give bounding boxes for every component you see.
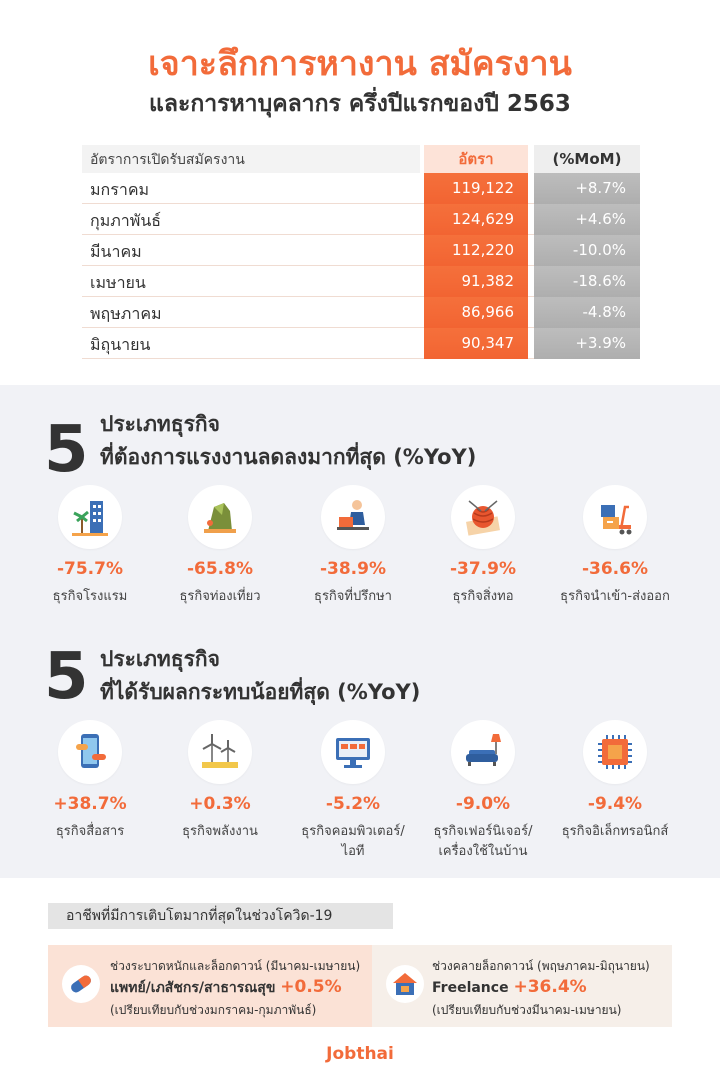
table-row: มิถุนายน 90,347 +3.9%: [82, 328, 640, 359]
table-row: มกราคม 119,122 +8.7%: [82, 173, 640, 204]
covid-note: (เปรียบเทียบกับช่วงมกราคม-กุมภาพันธ์): [110, 1003, 317, 1017]
business-name: ธุรกิจสิ่งทอ: [452, 589, 514, 604]
business-percent: -36.6%: [581, 559, 649, 579]
mom-cell: -10.0%: [534, 235, 640, 266]
rate-cell: 119,122: [424, 173, 528, 204]
business-item: -9.0% ธุรกิจเฟอร์นิเจอร์/เครื่องใช้ในบ้า…: [418, 720, 548, 862]
covid-period: ช่วงคลายล็อกดาวน์ (พฤษภาคม-มิถุนายน): [432, 959, 650, 973]
rate-cell: 86,966: [424, 297, 528, 328]
mom-cell: -18.6%: [534, 266, 640, 297]
section-title: ประเภทธุรกิจ: [100, 647, 220, 671]
column-header-mom: (%MoM): [534, 145, 640, 173]
consultant-icon: [321, 485, 385, 549]
rate-cell: 124,629: [424, 204, 528, 235]
home-office-icon: [386, 965, 424, 1003]
business-name: ธุรกิจที่ปรึกษา: [314, 589, 392, 604]
covid-lockdown-card: ช่วงระบาดหนักและล็อกดาวน์ (มีนาคม-เมษายน…: [48, 945, 372, 1027]
section-number: 5: [44, 640, 89, 714]
rate-cell: 90,347: [424, 328, 528, 359]
section-subtitle: ที่ต้องการแรงงานลดลงมากที่สุด (%YoY): [100, 445, 477, 469]
sofa-icon: [451, 720, 515, 784]
covid-period: ช่วงระบาดหนักและล็อกดาวน์ (มีนาคม-เมษายน…: [110, 959, 361, 973]
chip-icon: [583, 720, 647, 784]
smartphone-icon: [58, 720, 122, 784]
column-header-rate: อัตรา: [424, 145, 528, 173]
hotel-icon: [58, 485, 122, 549]
table-header-bg: [82, 145, 420, 173]
jobthai-logo: Jobthai: [326, 1044, 394, 1064]
rate-cell: 112,220: [424, 235, 528, 266]
page-subtitle: และการหาบุคลากร ครึ่งปีแรกของปี 2563: [149, 91, 571, 117]
mom-cell: +4.6%: [534, 204, 640, 235]
business-types-panel: [0, 385, 720, 878]
import-export-icon: [583, 485, 647, 549]
business-item: +38.7% ธุรกิจสื่อสาร: [25, 720, 155, 842]
business-percent: -9.0%: [455, 794, 511, 814]
business-percent: +38.7%: [53, 794, 127, 814]
business-name: ธุรกิจสื่อสาร: [55, 824, 125, 839]
rate-cell: 91,382: [424, 266, 528, 297]
business-percent: -65.8%: [186, 559, 254, 579]
covid-job: Freelance +36.4%: [432, 977, 587, 997]
covid-job: แพทย์/เภสัชกร/สาธารณสุข +0.5%: [110, 977, 342, 997]
business-item: -65.8% ธุรกิจท่องเที่ยว: [155, 485, 285, 607]
business-item: +0.3% ธุรกิจพลังงาน: [155, 720, 285, 842]
yarn-icon: [451, 485, 515, 549]
business-item: -37.9% ธุรกิจสิ่งทอ: [418, 485, 548, 607]
section-subtitle: ที่ได้รับผลกระทบน้อยที่สุด (%YoY): [100, 680, 421, 704]
table-row: เมษายน 91,382 -18.6%: [82, 266, 640, 297]
business-name: ธุรกิจเฟอร์นิเจอร์/เครื่องใช้ในบ้าน: [433, 824, 533, 859]
travel-icon: [188, 485, 252, 549]
business-name: ธุรกิจอิเล็กทรอนิกส์: [561, 824, 669, 839]
business-percent: -9.4%: [587, 794, 643, 814]
mom-cell: +8.7%: [534, 173, 640, 204]
table-row: มีนาคม 112,220 -10.0%: [82, 235, 640, 266]
mom-cell: -4.8%: [534, 297, 640, 328]
table-label: อัตราการเปิดรับสมัครงาน: [90, 152, 245, 168]
business-percent: -5.2%: [325, 794, 381, 814]
month-cell: มกราคม: [90, 180, 150, 199]
business-percent: -38.9%: [319, 559, 387, 579]
covid-note: (เปรียบเทียบกับช่วงมีนาคม-เมษายน): [432, 1003, 622, 1017]
business-item: -9.4% ธุรกิจอิเล็กทรอนิกส์: [550, 720, 680, 842]
business-percent: -75.7%: [56, 559, 124, 579]
business-name: ธุรกิจคอมพิวเตอร์/ไอที: [301, 824, 405, 859]
medicine-capsule-icon: [62, 965, 100, 1003]
business-item: -38.9% ธุรกิจที่ปรึกษา: [288, 485, 418, 607]
table-row: กุมภาพันธ์ 124,629 +4.6%: [82, 204, 640, 235]
wind-turbine-icon: [188, 720, 252, 784]
month-cell: กุมภาพันธ์: [90, 211, 162, 230]
month-cell: มิถุนายน: [90, 335, 151, 354]
page-title: เจาะลึกการหางาน สมัครงาน: [148, 44, 572, 84]
section-title: ประเภทธุรกิจ: [100, 412, 220, 436]
business-item: -36.6% ธุรกิจนำเข้า-ส่งออก: [550, 485, 680, 607]
month-cell: เมษายน: [90, 273, 146, 292]
covid-section-label: อาชีพที่มีการเติบโตมากที่สุดในช่วงโควิด-…: [48, 903, 393, 929]
business-item: -75.7% ธุรกิจโรงแรม: [25, 485, 155, 607]
business-percent: +0.3%: [189, 794, 251, 814]
table-header: อัตราการเปิดรับสมัครงาน อัตรา (%MoM): [82, 145, 640, 173]
month-cell: พฤษภาคม: [90, 304, 162, 323]
business-name: ธุรกิจท่องเที่ยว: [179, 589, 261, 604]
job-openings-table: อัตราการเปิดรับสมัครงาน อัตรา (%MoM) มกร…: [82, 145, 640, 359]
section-number: 5: [44, 413, 89, 487]
business-name: ธุรกิจโรงแรม: [52, 589, 128, 604]
covid-reopening-card: ช่วงคลายล็อกดาวน์ (พฤษภาคม-มิถุนายน) Fre…: [372, 945, 672, 1027]
mom-cell: +3.9%: [534, 328, 640, 359]
computer-icon: [321, 720, 385, 784]
business-name: ธุรกิจพลังงาน: [182, 824, 258, 839]
table-row: พฤษภาคม 86,966 -4.8%: [82, 297, 640, 328]
business-percent: -37.9%: [449, 559, 517, 579]
business-item: -5.2% ธุรกิจคอมพิวเตอร์/ไอที: [288, 720, 418, 862]
business-name: ธุรกิจนำเข้า-ส่งออก: [560, 589, 670, 604]
month-cell: มีนาคม: [90, 242, 142, 261]
